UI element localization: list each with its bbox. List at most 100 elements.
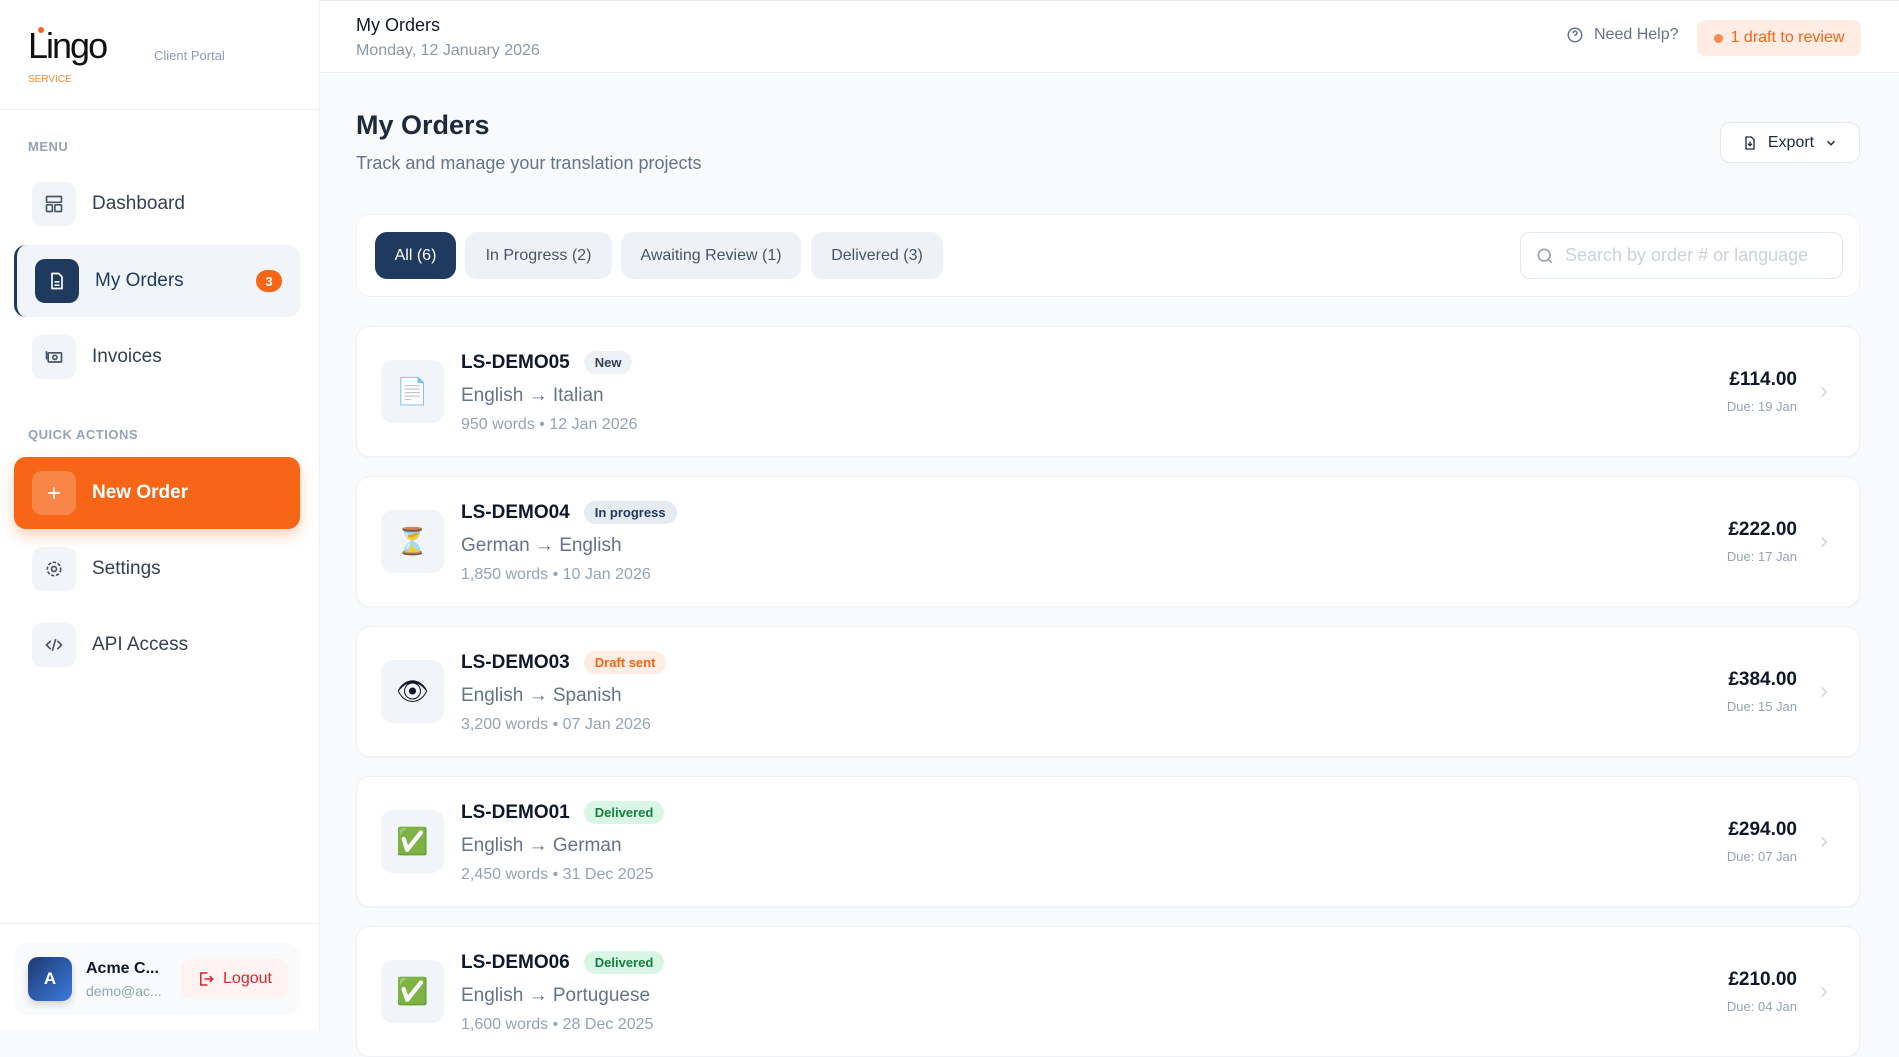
order-id: LS-DEMO05 [461, 351, 570, 373]
search-box [1520, 232, 1843, 279]
sidebar-item-label: Dashboard [92, 193, 185, 214]
order-id: LS-DEMO01 [461, 801, 570, 823]
draft-review-notice[interactable]: 1 draft to review [1697, 20, 1861, 56]
menu-label: MENU [28, 139, 69, 154]
chevron-right-icon[interactable] [1815, 381, 1833, 403]
gear-icon [32, 547, 76, 591]
current-date: Monday, 12 January 2026 [356, 42, 540, 59]
order-id-row: LS-DEMO04 In progress [461, 501, 677, 524]
tab-delivered[interactable]: Delivered (3) [811, 232, 943, 279]
order-id: LS-DEMO04 [461, 501, 570, 523]
language-pair: English → Spanish [461, 685, 622, 706]
search-icon [1537, 248, 1553, 263]
order-status-icon: ✅ [381, 960, 444, 1023]
divider [0, 923, 319, 924]
due-date: Due: 17 Jan [1726, 549, 1797, 564]
order-price: £210.00 [1728, 969, 1797, 990]
tab-in-progress[interactable]: In Progress (2) [465, 232, 612, 279]
sidebar-item-dashboard[interactable]: Dashboard [14, 168, 300, 240]
order-price: £114.00 [1729, 369, 1797, 390]
need-help-link[interactable]: Need Help? [1566, 26, 1679, 44]
help-icon [1567, 27, 1583, 43]
filter-bar: All (6) In Progress (2) Awaiting Review … [356, 214, 1860, 297]
search-input[interactable] [1565, 245, 1825, 266]
order-card[interactable]: ✅ LS-DEMO01 Delivered English → German 2,… [356, 776, 1860, 907]
user-card: A Acme C... demo@ac... Logout [14, 943, 300, 1015]
sidebar-item-label: Invoices [92, 346, 162, 367]
topbar-title: My Orders [356, 15, 441, 35]
order-card[interactable]: 👁 LS-DEMO03 Draft sent English → Spanish … [356, 626, 1860, 757]
chevron-down-icon [1827, 140, 1836, 146]
order-price: £222.00 [1728, 519, 1797, 540]
language-pair: German → English [461, 535, 622, 556]
status-badge: Delivered [583, 951, 665, 974]
language-pair: English → Portuguese [461, 985, 651, 1006]
avatar[interactable]: A [28, 957, 72, 1001]
order-card[interactable]: ✅ LS-DEMO06 Delivered English → Portugues… [356, 926, 1860, 1057]
banknote-icon [32, 335, 76, 379]
plus-icon [32, 471, 76, 515]
language-pair: English → German [461, 835, 622, 856]
code-icon [32, 623, 76, 667]
document-icon [35, 259, 79, 303]
sidebar: Lingo SERVICE Client Portal MENU Dashboa… [0, 0, 320, 1030]
chevron-right-icon[interactable] [1815, 531, 1833, 553]
export-label: Export [1767, 133, 1815, 151]
file-download-icon [1745, 135, 1755, 150]
due-date: Due: 07 Jan [1726, 849, 1797, 864]
draft-review-label: 1 draft to review [1730, 29, 1845, 46]
sidebar-item-label: My Orders [95, 270, 184, 291]
status-badge: Draft sent [583, 651, 667, 674]
chevron-right-icon[interactable] [1815, 681, 1833, 703]
order-meta: 3,200 words • 07 Jan 2026 [461, 716, 651, 733]
top-bar: My Orders Monday, 12 January 2026 Need H… [320, 0, 1899, 73]
order-card[interactable]: ⏳ LS-DEMO04 In progress German → English … [356, 476, 1860, 607]
user-email: demo@ac... [86, 983, 162, 999]
order-id-row: LS-DEMO05 New [461, 351, 633, 374]
due-date: Due: 04 Jan [1726, 999, 1797, 1014]
order-id: LS-DEMO03 [461, 651, 570, 673]
quick-actions-label: QUICK ACTIONS [28, 427, 139, 442]
order-meta: 950 words • 12 Jan 2026 [461, 416, 638, 433]
order-meta: 1,850 words • 10 Jan 2026 [461, 566, 651, 583]
order-id-row: LS-DEMO03 Draft sent [461, 651, 667, 674]
due-date: Due: 15 Jan [1726, 699, 1797, 714]
sidebar-item-invoices[interactable]: Invoices [14, 321, 300, 393]
order-id: LS-DEMO06 [461, 951, 570, 973]
divider [0, 109, 319, 110]
order-status-icon: ✅ [381, 810, 444, 873]
status-badge: In progress [583, 501, 677, 524]
tab-all[interactable]: All (6) [375, 232, 456, 279]
logout-icon [200, 972, 214, 986]
order-id-row: LS-DEMO01 Delivered [461, 801, 665, 824]
new-order-label: New Order [92, 482, 189, 503]
sidebar-item-api-access[interactable]: API Access [14, 609, 300, 681]
sidebar-item-my-orders[interactable]: My Orders 3 [14, 245, 300, 317]
order-id-row: LS-DEMO06 Delivered [461, 951, 665, 974]
chevron-right-icon[interactable] [1815, 831, 1833, 853]
user-name: Acme C... [86, 960, 159, 977]
export-button[interactable]: Export [1720, 122, 1860, 163]
logo-subtitle: SERVICE [28, 74, 72, 85]
sidebar-item-settings[interactable]: Settings [14, 533, 300, 605]
page-subtitle: Track and manage your translation projec… [356, 153, 702, 173]
logout-button[interactable]: Logout [181, 959, 288, 999]
new-order-button[interactable]: New Order [14, 457, 300, 529]
sidebar-item-label: API Access [92, 634, 189, 655]
status-badge: Delivered [583, 801, 665, 824]
status-badge: New [583, 351, 633, 374]
client-portal-label: Client Portal [154, 48, 225, 63]
order-card[interactable]: 📄 LS-DEMO05 New English → Italian 950 wor… [356, 326, 1860, 457]
layout-icon [32, 182, 76, 226]
need-help-label: Need Help? [1594, 26, 1679, 43]
language-pair: English → Italian [461, 385, 604, 406]
page-title: My Orders [356, 110, 490, 140]
lingo-logo[interactable]: Lingo SERVICE [26, 26, 146, 86]
order-price: £294.00 [1728, 819, 1797, 840]
tab-awaiting-review[interactable]: Awaiting Review (1) [621, 232, 801, 279]
order-meta: 2,450 words • 31 Dec 2025 [461, 866, 654, 883]
chevron-right-icon[interactable] [1815, 981, 1833, 1003]
order-price: £384.00 [1728, 669, 1797, 690]
orders-count-badge: 3 [256, 270, 282, 292]
logout-label: Logout [223, 970, 272, 987]
